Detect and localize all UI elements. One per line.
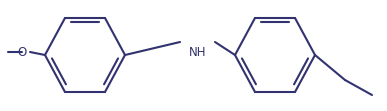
Text: NH: NH: [189, 46, 207, 58]
Text: O: O: [17, 46, 27, 58]
